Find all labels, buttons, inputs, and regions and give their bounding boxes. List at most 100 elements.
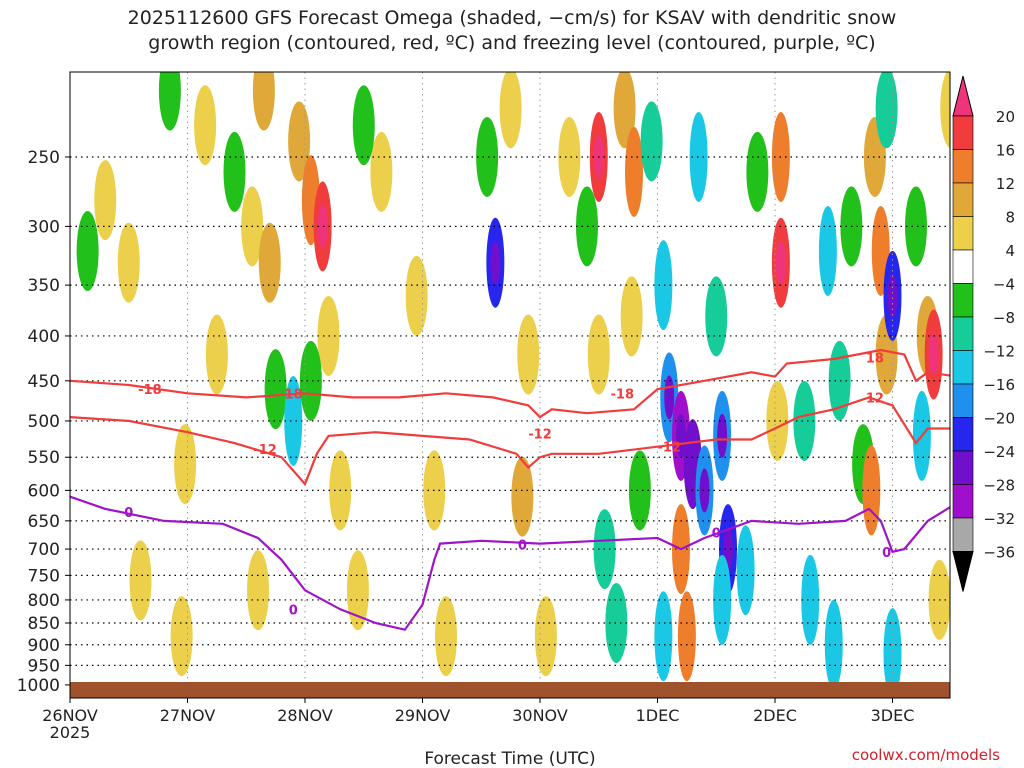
colorbar: 20 16 12 8 4 −4 −8 −12 −16 −20 −24 −28 −32 −36 bbox=[952, 75, 1015, 592]
omega-cell bbox=[205, 314, 228, 395]
colorbar-label: −8 bbox=[993, 309, 1015, 327]
omega-cell bbox=[264, 349, 287, 430]
colorbar-label: −20 bbox=[983, 410, 1015, 428]
omega-cell bbox=[370, 131, 393, 212]
x-tick-label: 29NOV bbox=[395, 706, 451, 725]
contour-label: -12 bbox=[253, 443, 277, 458]
omega-cell bbox=[705, 276, 728, 357]
x-tick-label: 30NOV bbox=[512, 706, 568, 725]
y-tick-label: 950 bbox=[28, 656, 60, 676]
omega-cell bbox=[883, 608, 902, 698]
omega-cell bbox=[587, 314, 610, 395]
colorbar-label: 20 bbox=[996, 108, 1015, 126]
y-tick-label: 350 bbox=[28, 276, 60, 296]
colorbar-segment bbox=[952, 517, 974, 552]
colorbar-top-arrow bbox=[952, 75, 974, 117]
omega-cell bbox=[517, 314, 540, 395]
colorbar-label: −36 bbox=[983, 544, 1015, 562]
contour-label: 0 bbox=[882, 546, 891, 561]
omega-cell bbox=[905, 186, 927, 267]
x-tick-label: 2DEC bbox=[753, 706, 797, 725]
colorbar-segment bbox=[952, 350, 974, 385]
omega-cell bbox=[499, 72, 522, 149]
omega-cell bbox=[654, 591, 673, 682]
colorbar-segment bbox=[952, 283, 974, 318]
colorbar-segment bbox=[952, 182, 974, 217]
omega-cell bbox=[640, 101, 663, 182]
omega-cell-core bbox=[676, 413, 686, 458]
title-line-1: 2025112600 GFS Forecast Omega (shaded, −… bbox=[127, 7, 897, 29]
omega-cell bbox=[940, 72, 950, 149]
omega-cell bbox=[677, 591, 696, 682]
colorbar-segment bbox=[952, 216, 974, 251]
omega-cell bbox=[534, 596, 557, 677]
omega-cell bbox=[76, 210, 99, 291]
omega-cell bbox=[746, 131, 769, 212]
omega-cell bbox=[620, 276, 643, 357]
colorbar-label: −28 bbox=[983, 477, 1015, 495]
contour-label: 0 bbox=[712, 526, 721, 541]
contour-label: 12 bbox=[866, 391, 884, 406]
x-tick-label: 28NOV bbox=[277, 706, 333, 725]
contour-line bbox=[70, 348, 950, 419]
colorbar-segment bbox=[952, 149, 974, 184]
y-tick-label: 550 bbox=[28, 448, 60, 468]
y-tick-label: 600 bbox=[28, 481, 60, 501]
credit-text: coolwx.com/models bbox=[851, 746, 1000, 764]
omega-cell bbox=[284, 375, 303, 466]
contour-label: -18 bbox=[611, 387, 635, 402]
y-tick-label: 650 bbox=[28, 512, 60, 532]
y-tick-label: 900 bbox=[28, 636, 60, 656]
omega-cell-core bbox=[490, 240, 501, 285]
colorbar-bottom-arrow bbox=[952, 551, 974, 592]
omega-cell bbox=[558, 116, 581, 197]
omega-cell bbox=[713, 554, 732, 645]
colorbar-label: 8 bbox=[1005, 209, 1015, 227]
omega-cell bbox=[625, 126, 643, 217]
omega-cell bbox=[824, 599, 843, 690]
y-tick-label: 750 bbox=[28, 566, 60, 586]
omega-cell bbox=[736, 525, 755, 616]
x-year-label: 2025 bbox=[50, 723, 91, 742]
contour-label: 0 bbox=[124, 506, 133, 521]
omega-cell-core bbox=[317, 204, 328, 249]
omega-cell bbox=[435, 596, 457, 677]
colorbar-label: −4 bbox=[993, 276, 1015, 294]
colorbar-segment bbox=[952, 484, 974, 519]
colorbar-segment bbox=[952, 450, 974, 485]
x-tick-label: 27NOV bbox=[160, 706, 216, 725]
chart-title: 2025112600 GFS Forecast Omega (shaded, −… bbox=[0, 6, 1024, 56]
y-tick-label: 800 bbox=[28, 591, 60, 611]
x-axis: 26NOV 27NOV 28NOV 29NOV 30NOV 1DEC 2DEC 3DEC 202… bbox=[42, 698, 914, 742]
terrain-strip bbox=[70, 682, 950, 698]
plot-frame bbox=[69, 71, 951, 699]
omega-cell bbox=[862, 445, 881, 536]
contour-label: -18 bbox=[138, 383, 162, 398]
omega-cell bbox=[194, 85, 217, 166]
omega-cell bbox=[818, 205, 837, 296]
omega-cell bbox=[299, 340, 322, 421]
y-tick-label: 850 bbox=[28, 614, 60, 634]
omega-shading bbox=[76, 72, 950, 698]
omega-cell bbox=[801, 554, 820, 645]
omega-cell bbox=[174, 424, 197, 505]
colorbar-segment bbox=[952, 383, 974, 418]
colorbar-segment bbox=[952, 417, 974, 452]
contour-label: -12 bbox=[658, 441, 682, 456]
colorbar-label: −16 bbox=[983, 376, 1015, 394]
omega-cell-core bbox=[775, 240, 786, 285]
omega-cell bbox=[252, 72, 275, 131]
omega-cell-core bbox=[664, 375, 675, 420]
omega-cell bbox=[129, 540, 152, 621]
colorbar-label: 12 bbox=[996, 175, 1015, 193]
contour-label: 0 bbox=[518, 539, 527, 554]
y-tick-label: 500 bbox=[28, 412, 60, 432]
omega-cell bbox=[766, 380, 789, 461]
title-line-2: growth region (contoured, red, ºC) and f… bbox=[148, 32, 876, 54]
omega-cell bbox=[875, 72, 898, 149]
omega-cell bbox=[628, 450, 651, 531]
omega-cell bbox=[223, 131, 246, 212]
colorbar-label: 4 bbox=[1005, 242, 1015, 260]
y-tick-label: 1000 bbox=[17, 676, 60, 696]
